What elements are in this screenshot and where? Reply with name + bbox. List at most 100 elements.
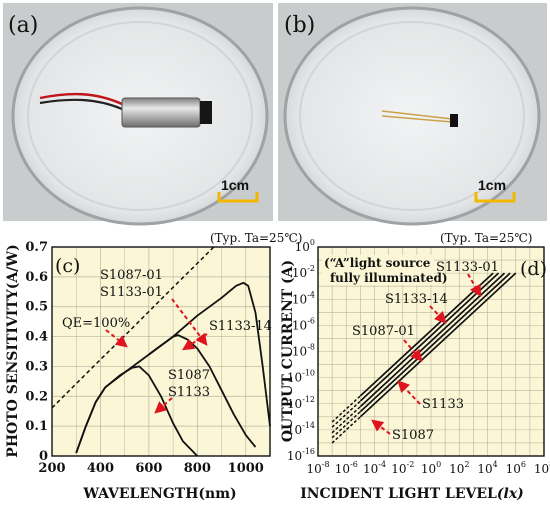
chart-d-series-1-extrapolated [331, 416, 361, 444]
chart-d-ytick-label: 100 [295, 238, 315, 254]
chart-d-xtick-label: 10-4 [363, 460, 386, 476]
chart-d-ytick-base: 10 [292, 292, 307, 306]
panel-label-a: (a) [8, 13, 38, 38]
chart-d-ytick-exponent: -10 [302, 369, 315, 378]
chart-d-series-3-extrapolated [331, 406, 361, 434]
chart-c-ylabel: PHOTO SENSITIVITY(A/W) [5, 244, 21, 457]
panel-label-b: (b) [284, 13, 315, 38]
arrow-s1087-01 [171, 298, 208, 346]
chart-d-ytick-base: 10 [287, 397, 302, 411]
chart-c-xtick-label: 800 [184, 461, 211, 476]
black-wire [39, 98, 123, 111]
chart-d-ytick-exponent: -6 [307, 316, 315, 325]
metal-detector-housing [121, 97, 201, 128]
chart-d-xtick-exponent: -8 [322, 460, 330, 469]
chart-d-xtick-label: 102 [449, 460, 469, 476]
chart-d-xtick-exponent: 4 [493, 460, 498, 469]
chart-d-series-4-extrapolated [331, 400, 361, 428]
chart-d-ytick-exponent: -8 [307, 343, 315, 352]
chart-c-ytick-label: 0.7 [25, 240, 48, 255]
chart-d-xtick-label: 106 [506, 460, 526, 476]
chart-d-ytick-exponent: -12 [302, 395, 315, 404]
chart-d-xtick-exponent: -6 [350, 460, 358, 469]
chart-c-xtick-label: 600 [135, 461, 162, 476]
chart-d-xtick-exponent: -2 [406, 460, 414, 469]
chart-c-series-1 [51, 246, 215, 409]
scale-bar-a [217, 192, 259, 203]
detector-lead-2 [381, 115, 453, 123]
chart-d-xtick-base: 10 [421, 462, 436, 476]
chart-c-ytick-label: 0.6 [25, 270, 48, 285]
chart-d-series-5-extrapolated [331, 395, 361, 423]
chart-d-xtick-exponent: 0 [436, 460, 441, 469]
chart-d-ytick-base: 10 [292, 345, 307, 359]
annotation-qe100: QE=100% [62, 316, 130, 331]
arrow-d-s1087-01 [403, 339, 423, 362]
chart-d-xtick-label: 10-8 [306, 460, 329, 476]
chart-c-series-3 [148, 334, 257, 448]
scale-label-b: 1cm [478, 177, 506, 193]
arrow-d-s1087 [371, 419, 391, 435]
annotation-s1087-01: S1087-01 [100, 268, 163, 283]
chart-d-series-2 [359, 272, 511, 413]
chart-d-ytick-label: 10-12 [287, 395, 315, 411]
chart-d-xtick-base: 10 [363, 462, 378, 476]
chart-d-ylabel: OUTPUT CURRENT (A) [280, 260, 296, 442]
arrow-d-s1133 [397, 380, 421, 405]
arrow-s1087 [154, 397, 173, 414]
arrow-qe100 [105, 329, 128, 348]
chart-d-ytick-label: 10-6 [292, 316, 315, 332]
chart-d-ytick-label: 10-4 [292, 290, 315, 306]
chart-d-xtick-exponent: 2 [464, 460, 469, 469]
arrow-s1133-14 [181, 333, 208, 351]
legend-note-bg [322, 255, 434, 285]
chart-d-ytick-base: 10 [287, 371, 302, 385]
chart-c-ytick-label: 0.5 [25, 300, 48, 315]
chart-c-xtick-label: 400 [87, 461, 114, 476]
chart-d-note: (Typ. Ta=25℃) [440, 231, 532, 245]
annotation-d-s1133-14: S1133-14 [385, 292, 448, 307]
detector-window-cap [200, 101, 212, 124]
chart-d-xtick-exponent: 6 [521, 460, 526, 469]
scale-label-a: 1cm [221, 177, 249, 193]
legend-note-line-1: (“A”light source [324, 256, 431, 270]
chart-d-ytick-exponent: 0 [310, 238, 315, 247]
chart-c-ytick-label: 0.2 [25, 389, 48, 404]
chart-d-xtick-base: 10 [534, 462, 549, 476]
annotation-s1133: S1133 [168, 385, 210, 400]
chart-d-xtick-base: 10 [449, 462, 464, 476]
chart-c-xtick-label: 200 [38, 461, 65, 476]
chart-d-xlabel-text: INCIDENT LIGHT LEVEL [300, 486, 497, 502]
chart-d-ytick-base: 10 [287, 423, 302, 437]
photo-a: (a) 1cm [3, 3, 273, 226]
annotation-d-s1087-01: S1087-01 [352, 324, 415, 339]
chart-d-ytick-base: 10 [287, 449, 302, 463]
chart-d-xtick-exponent: -4 [378, 460, 386, 469]
annotation-d-s1087: S1087 [392, 428, 434, 443]
annotation-s1087: S1087 [168, 368, 210, 383]
chart-d-ytick-base: 10 [292, 318, 307, 332]
chart-d-xtick-label: 10-6 [335, 460, 358, 476]
petri-dish-b-rim [299, 21, 525, 211]
annotation-d-s1133: S1133 [422, 397, 464, 412]
annotation-s1133-14: S1133-14 [209, 319, 272, 334]
red-wire [39, 92, 123, 106]
bare-photodiode-chip [450, 114, 458, 127]
panel-label-d: (d) [520, 258, 547, 280]
chart-d-xtick-label: 10-2 [391, 460, 414, 476]
chart-d-xtick-label: 100 [421, 460, 441, 476]
photo-b: (b) 1cm [278, 3, 547, 226]
legend-note-text: (“A”light source fully illuminated) [324, 256, 448, 285]
chart-d-ytick-label: 10-8 [292, 343, 315, 359]
chart-d-xtick-base: 10 [506, 462, 521, 476]
chart-d-series-1 [359, 272, 517, 418]
chart-d-xlabel-unit: (lx) [497, 486, 524, 502]
chart-d-series-2-extrapolated [331, 411, 361, 439]
chart-d-xtick-label: 108 [534, 460, 550, 476]
chart-d-x-ticks: 10-810-610-410-2100102104106108 [306, 460, 550, 476]
chart-d-xtick-label: 104 [477, 460, 497, 476]
chart-d-ytick-base: 10 [292, 266, 307, 280]
chart-c-note: (Typ. Ta=25℃) [210, 231, 302, 245]
chart-d-ytick-exponent: -16 [302, 447, 315, 456]
